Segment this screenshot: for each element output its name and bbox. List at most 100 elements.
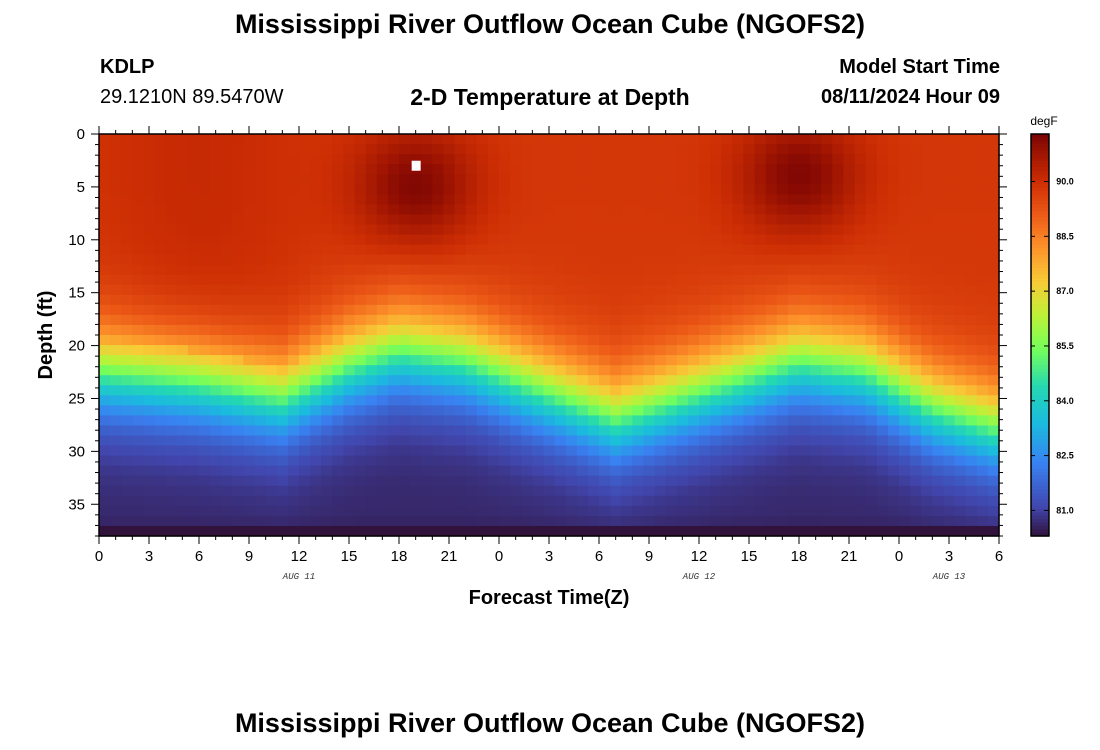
heatmap-cell xyxy=(132,425,145,437)
heatmap-cell xyxy=(343,274,356,286)
heatmap-cell xyxy=(387,435,400,447)
heatmap-cell xyxy=(976,194,989,205)
colorbar-segment xyxy=(1031,211,1049,215)
heatmap-cell xyxy=(399,345,411,356)
heatmap-cell xyxy=(465,385,478,396)
heatmap-cell xyxy=(843,304,856,316)
heatmap-cell xyxy=(121,144,133,155)
heatmap-cell xyxy=(976,234,989,246)
heatmap-cell xyxy=(610,485,622,497)
heatmap-cell xyxy=(721,294,733,306)
heatmap-cell xyxy=(943,375,956,386)
heatmap-cell xyxy=(454,184,467,195)
heatmap-cell xyxy=(721,284,733,296)
heatmap-cell xyxy=(221,475,233,487)
heatmap-cell xyxy=(132,365,145,376)
heatmap-cell xyxy=(687,455,700,467)
heatmap-cell xyxy=(776,405,789,416)
heatmap-cell xyxy=(943,395,956,406)
heatmap-cell xyxy=(521,164,533,175)
heatmap-cell xyxy=(932,455,945,467)
heatmap-cell xyxy=(754,294,767,306)
heatmap-cell xyxy=(432,435,445,447)
heatmap-cell xyxy=(521,465,533,477)
heatmap-cell xyxy=(854,134,867,145)
heatmap-cell xyxy=(521,445,533,457)
heatmap-cell xyxy=(599,435,611,447)
heatmap-cell xyxy=(843,475,856,487)
heatmap-cell xyxy=(187,425,200,437)
heatmap-cell xyxy=(276,324,289,336)
heatmap-cell xyxy=(376,324,389,336)
heatmap-cell xyxy=(143,304,156,316)
heatmap-cell xyxy=(665,244,678,256)
heatmap-cell xyxy=(543,154,556,165)
heatmap-cell xyxy=(354,254,367,266)
heatmap-cell xyxy=(332,194,345,205)
heatmap-cell xyxy=(99,375,111,386)
heatmap-cell xyxy=(754,435,767,447)
heatmap-cell xyxy=(354,475,367,487)
heatmap-cell xyxy=(887,204,900,215)
heatmap-cell xyxy=(187,184,200,195)
heatmap-cell xyxy=(454,314,467,326)
heatmap-cell xyxy=(599,345,611,356)
heatmap-cell xyxy=(810,345,822,356)
heatmap-cell xyxy=(665,455,678,467)
heatmap-cell xyxy=(343,294,356,306)
heatmap-cell xyxy=(576,375,589,386)
heatmap-cell xyxy=(710,385,722,396)
heatmap-cell xyxy=(843,455,856,467)
heatmap-cell xyxy=(632,405,645,416)
heatmap-cell xyxy=(943,204,956,215)
heatmap-cell xyxy=(776,355,789,366)
heatmap-cell xyxy=(399,204,411,215)
heatmap-cell xyxy=(465,375,478,386)
heatmap-cell xyxy=(176,475,189,487)
heatmap-cell xyxy=(499,455,511,467)
heatmap-cell xyxy=(99,164,111,175)
heatmap-cell xyxy=(776,515,789,527)
heatmap-cell xyxy=(799,515,811,527)
heatmap-cell xyxy=(387,485,400,497)
heatmap-cell xyxy=(354,525,367,537)
heatmap-cell xyxy=(199,485,211,497)
heatmap-cell xyxy=(687,475,700,487)
heatmap-cell xyxy=(621,144,633,155)
heatmap-cell xyxy=(299,164,311,175)
heatmap-cell xyxy=(965,385,978,396)
colorbar-segment xyxy=(1031,532,1049,537)
heatmap-cell xyxy=(299,194,311,205)
heatmap-cell xyxy=(387,214,400,226)
heatmap-cell xyxy=(410,254,422,266)
heatmap-cell xyxy=(954,445,967,457)
y-tick-label: 20 xyxy=(68,338,85,355)
heatmap-cell xyxy=(699,445,711,457)
heatmap-cell xyxy=(121,405,133,416)
heatmap-cell xyxy=(910,234,922,246)
heatmap-cell xyxy=(932,385,945,396)
heatmap-cell xyxy=(165,425,178,437)
heatmap-cell xyxy=(665,335,678,346)
heatmap-cell xyxy=(887,194,900,205)
heatmap-cell xyxy=(199,164,211,175)
heatmap-cell xyxy=(532,525,545,537)
heatmap-cell xyxy=(976,164,989,175)
heatmap-cell xyxy=(299,214,311,226)
y-tick-label: 25 xyxy=(68,390,85,407)
heatmap-cell xyxy=(187,194,200,205)
heatmap-cell xyxy=(465,164,478,175)
heatmap-cell xyxy=(954,415,967,427)
heatmap-cell xyxy=(387,204,400,215)
heatmap-cell xyxy=(432,234,445,246)
heatmap-cell xyxy=(887,505,900,517)
heatmap-cell xyxy=(721,485,733,497)
heatmap-cell xyxy=(543,314,556,326)
heatmap-cell xyxy=(354,495,367,507)
heatmap-cell xyxy=(110,184,122,195)
heatmap-cell xyxy=(854,184,867,195)
heatmap-cell xyxy=(821,184,833,195)
heatmap-cell xyxy=(899,445,911,457)
heatmap-cell xyxy=(399,254,411,266)
colorbar-segment xyxy=(1031,251,1049,256)
